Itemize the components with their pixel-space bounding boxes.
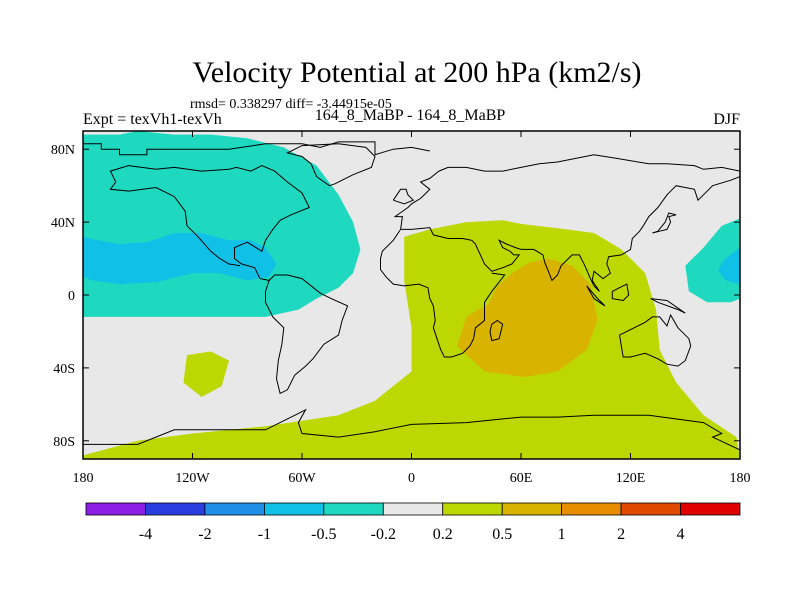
chart-title: Velocity Potential at 200 hPa (km2/s): [192, 56, 641, 89]
colorbar-swatch: [442, 502, 503, 516]
colorbar-swatch: [382, 502, 444, 516]
colorbar-label: -0.2: [371, 526, 396, 543]
colorbar-swatch: [85, 502, 146, 516]
experiment-label: Expt = texVh1-texVh: [83, 111, 222, 128]
y-tick-label: 80N: [51, 143, 75, 158]
coastline-2: [109, 165, 241, 267]
colorbar: -4 -2 -1 -0.5 -0.2 0.2 0.5 1 2 4: [85, 502, 741, 543]
contour-regions: [83, 131, 740, 459]
colorbar-label: 4: [677, 526, 685, 543]
coastline-9: [619, 313, 692, 367]
coastline-3: [285, 143, 376, 187]
x-tick-label: 0: [408, 471, 415, 486]
coastline-7: [489, 319, 504, 342]
coastline-13: [650, 298, 686, 314]
x-tick-label: 120W: [175, 471, 210, 486]
contour-region-south-pacific-positive: [183, 351, 229, 397]
coastline-10: [652, 212, 677, 234]
colorbar-swatch: [263, 502, 325, 516]
colorbar-label: 0.2: [433, 526, 453, 543]
colorbar-label: -1: [258, 526, 271, 543]
coastline-11: [586, 285, 606, 307]
contour-region-indian-ocean-core-positive: [457, 258, 598, 377]
case-label: 164_8_MaBP - 164_8_MaBP: [315, 107, 506, 124]
coastline-8: [392, 188, 415, 205]
x-tick-label: 60W: [288, 471, 316, 486]
x-tick-label: 180: [73, 471, 94, 486]
coastline-1: [228, 165, 349, 395]
x-tick-label: 120E: [616, 471, 646, 486]
contour-region-east-pacific-core: [718, 247, 740, 285]
y-tick-label: 40N: [51, 216, 75, 231]
coastline-4: [393, 154, 740, 230]
colorbar-label: 2: [617, 526, 625, 543]
colorbar-swatch: [323, 502, 384, 516]
coastlines: [83, 141, 740, 451]
colorbar-swatch: [145, 502, 206, 516]
coastline-6: [380, 229, 506, 358]
y-tick-label: 40S: [53, 362, 75, 377]
stats-label: rmsd= 0.338297 diff= -3.44915e-05: [190, 97, 392, 112]
coastline-5: [400, 176, 740, 292]
contour-region-pacific-core-negative: [83, 233, 277, 285]
coastline-0: [83, 141, 430, 156]
x-tick-label: 180: [730, 471, 751, 486]
coastline-12: [611, 283, 630, 302]
y-tick-label: 80S: [53, 435, 75, 450]
x-tick-label: 60E: [510, 471, 533, 486]
colorbar-label: 1: [558, 526, 566, 543]
colorbar-label: 0.5: [492, 526, 512, 543]
colorbar-swatch: [204, 502, 265, 516]
colorbar-swatch: [680, 502, 741, 516]
colorbar-label: -4: [139, 526, 152, 543]
longitude-axis: 180 120W 60W 0 60E 120E 180: [73, 131, 751, 486]
colorbar-swatch: [561, 502, 622, 516]
colorbar-swatch: [620, 502, 681, 516]
colorbar-swatch: [501, 502, 563, 516]
colorbar-label: -2: [198, 526, 211, 543]
coastline-14: [83, 408, 740, 451]
y-tick-label: 0: [68, 289, 75, 304]
contour-region-east-pacific-negative: [685, 218, 740, 303]
colorbar-label: -0.5: [311, 526, 336, 543]
latitude-axis: 80N 40N 0 40S 80S: [51, 143, 740, 450]
season-label: DJF: [713, 111, 740, 128]
